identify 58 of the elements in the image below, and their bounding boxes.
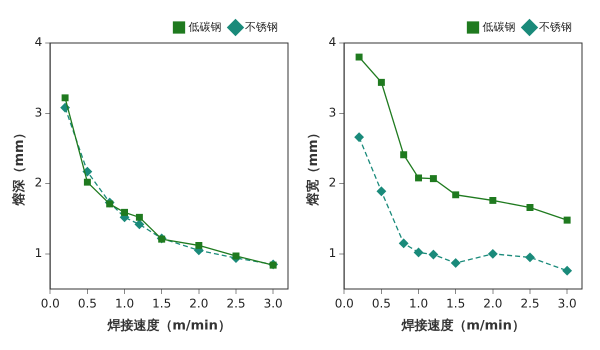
x-tick-label: 0.5 — [372, 296, 391, 310]
y-axis-title: 熔深（mm） — [11, 126, 28, 207]
point — [564, 216, 571, 224]
point — [158, 236, 166, 243]
point — [451, 258, 460, 268]
point — [121, 208, 128, 216]
x-tick-label: 1.5 — [152, 296, 172, 310]
x-tick-label: 0.5 — [78, 296, 97, 310]
point — [270, 262, 277, 269]
legend-label: 不锈钢 — [245, 20, 278, 34]
point — [415, 174, 422, 182]
x-tick-label: 2.5 — [226, 296, 246, 310]
x-tick-label: 2.5 — [520, 296, 540, 310]
point — [488, 249, 498, 259]
point — [525, 252, 535, 262]
y-tick-label: 4 — [34, 35, 42, 50]
point — [62, 94, 69, 102]
y-tick-label: 2 — [34, 176, 42, 190]
point — [106, 200, 114, 208]
x-tick-label: 1.0 — [114, 296, 134, 310]
x-tick-label: 2.0 — [483, 296, 502, 310]
point — [232, 252, 240, 260]
point — [354, 132, 364, 142]
point — [430, 175, 437, 182]
y-tick-label: 3 — [34, 105, 42, 120]
point — [400, 151, 408, 158]
x-tick-label: 3.0 — [264, 296, 283, 310]
point — [356, 54, 363, 61]
point — [489, 196, 496, 204]
point — [428, 250, 438, 260]
y-tick-label: 3 — [328, 105, 336, 120]
point — [378, 78, 385, 86]
point — [414, 248, 424, 258]
legend-label: 低碳钢 — [188, 20, 222, 34]
point — [399, 238, 408, 248]
y-axis-title: 熔宽（mm） — [305, 126, 322, 207]
x-tick-label: 1.5 — [446, 296, 466, 310]
point — [134, 220, 144, 229]
x-axis-title: 焊接速度（m/min） — [106, 318, 231, 334]
x-tick-label: 1.0 — [408, 296, 428, 310]
x-axis-title: 焊接速度（m/min） — [400, 318, 525, 334]
y-tick-label: 1 — [328, 246, 336, 260]
point — [526, 204, 534, 211]
point — [452, 191, 460, 198]
point — [562, 266, 572, 276]
y-tick-label: 4 — [328, 35, 336, 50]
point — [84, 178, 91, 186]
legend-label: 不锈钢 — [539, 20, 572, 34]
x-tick-label: 0.0 — [40, 296, 60, 310]
legend-label: 低碳钢 — [482, 20, 516, 34]
x-tick-label: 3.0 — [558, 296, 577, 310]
point — [195, 242, 202, 249]
y-tick-label: 1 — [34, 246, 42, 260]
x-tick-label: 0.0 — [334, 296, 354, 310]
x-tick-label: 2.0 — [189, 296, 208, 310]
y-tick-label: 2 — [328, 176, 336, 190]
point — [376, 186, 386, 196]
point — [136, 214, 143, 221]
